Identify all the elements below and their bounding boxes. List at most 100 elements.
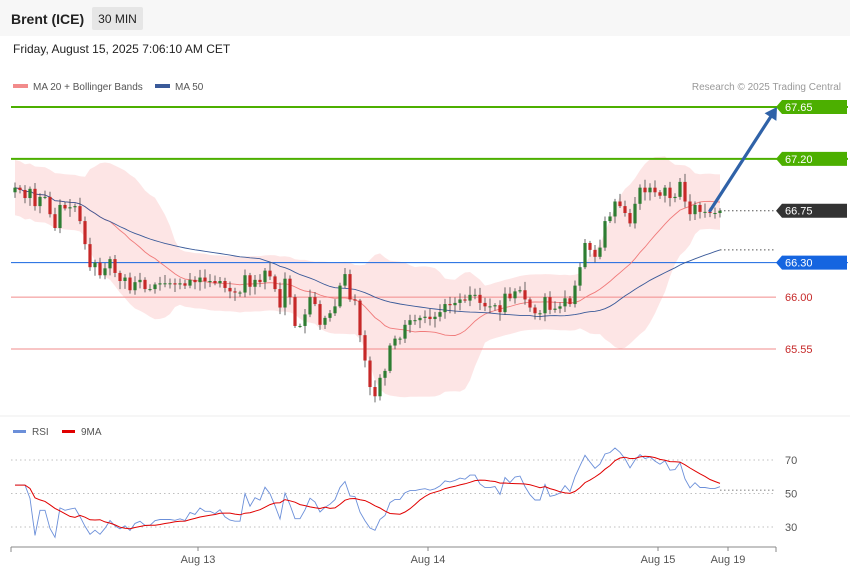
candle-body — [698, 204, 702, 212]
candle — [348, 269, 352, 302]
candle-body — [333, 306, 337, 314]
candle — [58, 199, 62, 234]
candle-body — [668, 187, 672, 199]
candle — [593, 245, 597, 263]
candle — [538, 309, 542, 321]
candle-body — [168, 283, 172, 285]
timeframe-badge[interactable] — [92, 7, 143, 30]
candle — [653, 180, 657, 197]
candle-body — [153, 284, 157, 290]
candle-body — [228, 287, 232, 292]
candle — [473, 288, 477, 300]
candle — [528, 297, 532, 312]
candle — [88, 237, 92, 271]
candle-body — [63, 204, 67, 209]
candle-body — [53, 214, 57, 228]
candle — [83, 216, 87, 250]
candle — [393, 335, 397, 350]
candle-body — [138, 279, 142, 283]
candle-body — [318, 304, 322, 325]
candle-body — [188, 279, 192, 286]
candle-body — [248, 275, 252, 287]
candle-body — [533, 307, 537, 314]
candle — [63, 202, 67, 211]
candle — [578, 262, 582, 291]
candle-body — [388, 345, 392, 371]
candle-body — [48, 196, 52, 215]
candle — [488, 298, 492, 314]
candle-body — [73, 206, 77, 208]
legend-ma20-label: MA 20 + Bollinger Bands — [33, 82, 143, 93]
candle-body — [93, 262, 97, 268]
candle — [153, 282, 157, 294]
candle-body — [478, 294, 482, 303]
candle-body — [378, 377, 382, 397]
candle-body — [528, 299, 532, 308]
candle-body — [368, 360, 372, 388]
candle — [608, 212, 612, 224]
forecast-arrow-shaft — [708, 115, 773, 213]
candle — [408, 314, 412, 333]
candle — [318, 300, 322, 330]
candle-body — [193, 279, 197, 283]
candle-body — [43, 196, 47, 198]
candle — [703, 203, 707, 218]
candle-body — [468, 294, 472, 301]
level-label-66.30: 66.30 — [785, 258, 813, 270]
level-tag-67.65 — [776, 100, 847, 114]
candle-body — [323, 317, 327, 325]
candle — [288, 275, 292, 305]
candle-body — [558, 306, 562, 309]
candle — [228, 281, 232, 299]
candle-body — [433, 316, 437, 320]
candle-body — [608, 216, 612, 222]
time-tick-label: Aug 19 — [711, 554, 746, 566]
candle-body — [548, 297, 552, 310]
candle — [553, 301, 557, 313]
candle-body — [158, 283, 162, 285]
candle-body — [163, 283, 167, 285]
candle — [163, 274, 167, 288]
candle-body — [118, 272, 122, 282]
candle-body — [693, 204, 697, 215]
candle-body — [578, 267, 582, 286]
candle-body — [593, 249, 597, 257]
candle — [98, 257, 102, 279]
candle — [573, 280, 577, 308]
rsi-line — [15, 447, 721, 539]
candle-body — [543, 297, 547, 314]
candle-body — [38, 196, 42, 207]
candle — [718, 208, 722, 218]
candle-body — [423, 316, 427, 318]
candle-body — [268, 270, 272, 277]
candle-body — [648, 187, 652, 193]
forecast-arrow — [708, 107, 777, 213]
candle — [508, 287, 512, 302]
candle — [148, 284, 152, 292]
level-tag-66.30 — [776, 255, 847, 270]
candle-body — [303, 314, 307, 326]
candle — [633, 197, 637, 229]
ma20-line — [14, 187, 721, 336]
candle — [658, 189, 662, 199]
candle — [203, 269, 207, 289]
candle — [428, 308, 432, 326]
candle-body — [348, 274, 352, 300]
candle-body — [213, 281, 217, 284]
candle-body — [413, 320, 417, 322]
candle-body — [688, 201, 692, 215]
candle — [268, 262, 272, 280]
level-tag-66.75 — [776, 203, 847, 218]
candle — [128, 272, 132, 294]
candle — [273, 274, 277, 292]
level-label-66.00: 66.00 — [785, 292, 813, 304]
candle-body — [708, 211, 712, 214]
candle — [513, 288, 517, 304]
candle-body — [408, 320, 412, 325]
candle-body — [23, 189, 27, 199]
candle-body — [393, 338, 397, 346]
candle — [688, 194, 692, 221]
candle — [28, 186, 32, 206]
legend-rsi-ma-label: 9MA — [81, 427, 102, 438]
